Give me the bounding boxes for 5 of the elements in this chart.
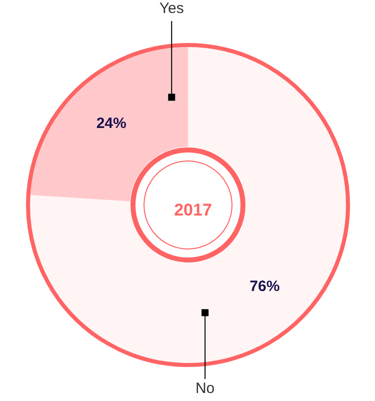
slice-label: No <box>195 380 215 397</box>
text: 2017 <box>174 200 212 220</box>
data-label: 76% <box>250 278 280 296</box>
slice-label: Yes <box>159 0 184 17</box>
data-label: 24% <box>96 114 126 132</box>
